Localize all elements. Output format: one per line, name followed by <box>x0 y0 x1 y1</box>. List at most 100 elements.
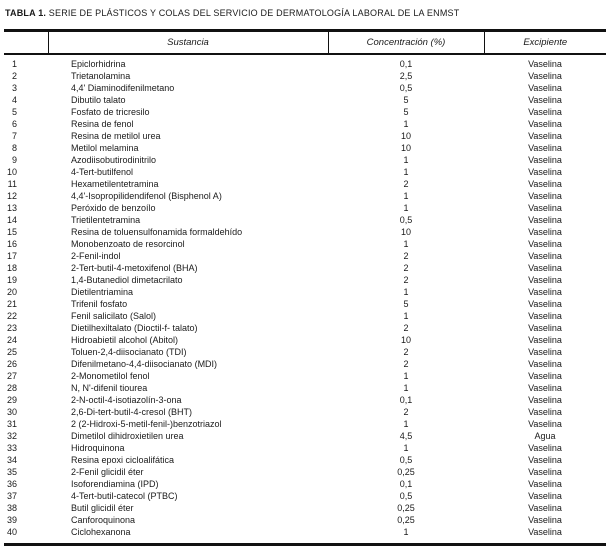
row-number: 13 <box>6 203 17 213</box>
row-excipient: Vaselina <box>528 239 562 249</box>
table-caption-label: TABLA 1. <box>5 8 47 18</box>
row-substance: N, N'-difenil tiourea <box>71 383 148 393</box>
table-row: 26 Difenilmetano-4,4-diisocianato (MDI) … <box>4 358 606 370</box>
row-number: 32 <box>6 431 17 441</box>
row-excipient: Vaselina <box>528 287 562 297</box>
row-excipient: Vaselina <box>528 107 562 117</box>
row-concentration: 1 <box>403 443 409 453</box>
row-concentration: 5 <box>403 107 409 117</box>
table-row: 20 Dietilentriamina 1 Vaselina <box>4 286 606 298</box>
row-number: 35 <box>6 467 17 477</box>
row-substance: Butil glicidil éter <box>71 503 134 513</box>
row-number: 37 <box>6 491 17 501</box>
row-substance: 4,4'-Isopropilidendifenol (Bisphenol A) <box>71 191 222 201</box>
header-row: Sustancia Concentración (%) Excipiente <box>4 30 606 55</box>
table-row: 15 Resina de toluensulfonamida formaldeh… <box>4 226 606 238</box>
row-excipient: Vaselina <box>528 203 562 213</box>
table-row: 37 4-Tert-butil-catecol (PTBC) 0,5 Vasel… <box>4 490 606 502</box>
table-row: 1 Epiclorhidrina 0,1 Vaselina <box>4 54 606 70</box>
row-substance: Isoforendiamina (IPD) <box>71 479 159 489</box>
row-excipient: Vaselina <box>528 191 562 201</box>
row-substance: 2-Tert-butil-4-metoxifenol (BHA) <box>71 263 198 273</box>
row-excipient: Vaselina <box>528 419 562 429</box>
row-substance: Difenilmetano-4,4-diisocianato (MDI) <box>71 359 218 369</box>
row-concentration: 2 <box>403 179 409 189</box>
row-excipient: Vaselina <box>528 251 562 261</box>
row-concentration: 0,1 <box>399 59 413 69</box>
row-excipient: Vaselina <box>528 311 562 321</box>
table-row: 30 2,6-Di-tert-butil-4-cresol (BHT) 2 Va… <box>4 406 606 418</box>
row-excipient: Vaselina <box>528 275 562 285</box>
row-number: 27 <box>6 371 17 381</box>
table-header: Sustancia Concentración (%) Excipiente <box>4 30 606 55</box>
row-excipient: Vaselina <box>528 227 562 237</box>
row-number: 34 <box>6 455 17 465</box>
row-substance: Resina de fenol <box>71 119 134 129</box>
row-number: 23 <box>6 323 17 333</box>
table-row: 38 Butil glicidil éter 0,25 Vaselina <box>4 502 606 514</box>
row-concentration: 1 <box>403 191 409 201</box>
row-excipient: Vaselina <box>528 515 562 525</box>
table-row: 9 Azodiisobutirodinitrilo 1 Vaselina <box>4 154 606 166</box>
table-row: 22 Fenil salicilato (Salol) 1 Vaselina <box>4 310 606 322</box>
table-row: 24 Hidroabietil alcohol (Abitol) 10 Vase… <box>4 334 606 346</box>
row-number: 28 <box>6 383 17 393</box>
row-concentration: 5 <box>403 95 409 105</box>
table-row: 16 Monobenzoato de resorcinol 1 Vaselina <box>4 238 606 250</box>
row-excipient: Agua <box>534 431 556 441</box>
row-substance: Metilol melamina <box>71 143 139 153</box>
row-substance: Canforoquinona <box>71 515 136 525</box>
row-number: 3 <box>11 83 17 93</box>
row-concentration: 1 <box>403 311 409 321</box>
row-excipient: Vaselina <box>528 83 562 93</box>
row-number: 39 <box>6 515 17 525</box>
row-concentration: 2 <box>403 275 409 285</box>
row-excipient: Vaselina <box>528 71 562 81</box>
row-number: 17 <box>6 251 17 261</box>
row-concentration: 10 <box>400 227 411 237</box>
table-row: 8 Metilol melamina 10 Vaselina <box>4 142 606 154</box>
row-substance: Resina de metilol urea <box>71 131 161 141</box>
table-row: 5 Fosfato de tricresilo 5 Vaselina <box>4 106 606 118</box>
row-substance: Trietanolamina <box>71 71 131 81</box>
row-number: 31 <box>6 419 17 429</box>
row-substance: 2-Monometilol fenol <box>71 371 150 381</box>
row-concentration: 1 <box>403 119 409 129</box>
row-substance: Peróxido de benzoílo <box>71 203 156 213</box>
row-number: 40 <box>6 527 17 537</box>
row-excipient: Vaselina <box>528 359 562 369</box>
header-excipient: Excipiente <box>484 30 606 55</box>
row-concentration: 0,5 <box>399 491 413 501</box>
row-excipient: Vaselina <box>528 131 562 141</box>
row-excipient: Vaselina <box>528 179 562 189</box>
row-concentration: 2 <box>403 323 409 333</box>
table-row: 23 Dietilhexiltalato (Dioctil-f- talato)… <box>4 322 606 334</box>
row-number: 14 <box>6 215 17 225</box>
row-concentration: 0,5 <box>399 455 413 465</box>
table-row: 10 4-Tert-butilfenol 1 Vaselina <box>4 166 606 178</box>
row-excipient: Vaselina <box>528 407 562 417</box>
header-substance: Sustancia <box>48 30 329 55</box>
table-row: 34 Resina epoxi cicloalifática 0,5 Vasel… <box>4 454 606 466</box>
row-number: 9 <box>11 155 17 165</box>
row-concentration: 1 <box>403 371 409 381</box>
row-concentration: 1 <box>403 155 409 165</box>
row-substance: Hexametilentetramina <box>71 179 159 189</box>
table-row: 28 N, N'-difenil tiourea 1 Vaselina <box>4 382 606 394</box>
row-substance: Resina epoxi cicloalifática <box>71 455 175 465</box>
table-row: 39 Canforoquinona 0,25 Vaselina <box>4 514 606 526</box>
table-row: 29 2-N-octil-4-isotiazolín-3-ona 0,1 Vas… <box>4 394 606 406</box>
row-substance: Trietilentetramina <box>71 215 141 225</box>
row-excipient: Vaselina <box>528 167 562 177</box>
row-number: 6 <box>11 119 17 129</box>
row-substance: Trifenil fosfato <box>71 299 128 309</box>
row-concentration: 1 <box>403 239 409 249</box>
row-number: 20 <box>6 287 17 297</box>
row-number: 19 <box>6 275 17 285</box>
row-excipient: Vaselina <box>528 383 562 393</box>
row-concentration: 1 <box>403 167 409 177</box>
header-concentration: Concentración (%) <box>328 30 485 55</box>
row-excipient: Vaselina <box>528 347 562 357</box>
row-excipient: Vaselina <box>528 503 562 513</box>
row-number: 26 <box>6 359 17 369</box>
